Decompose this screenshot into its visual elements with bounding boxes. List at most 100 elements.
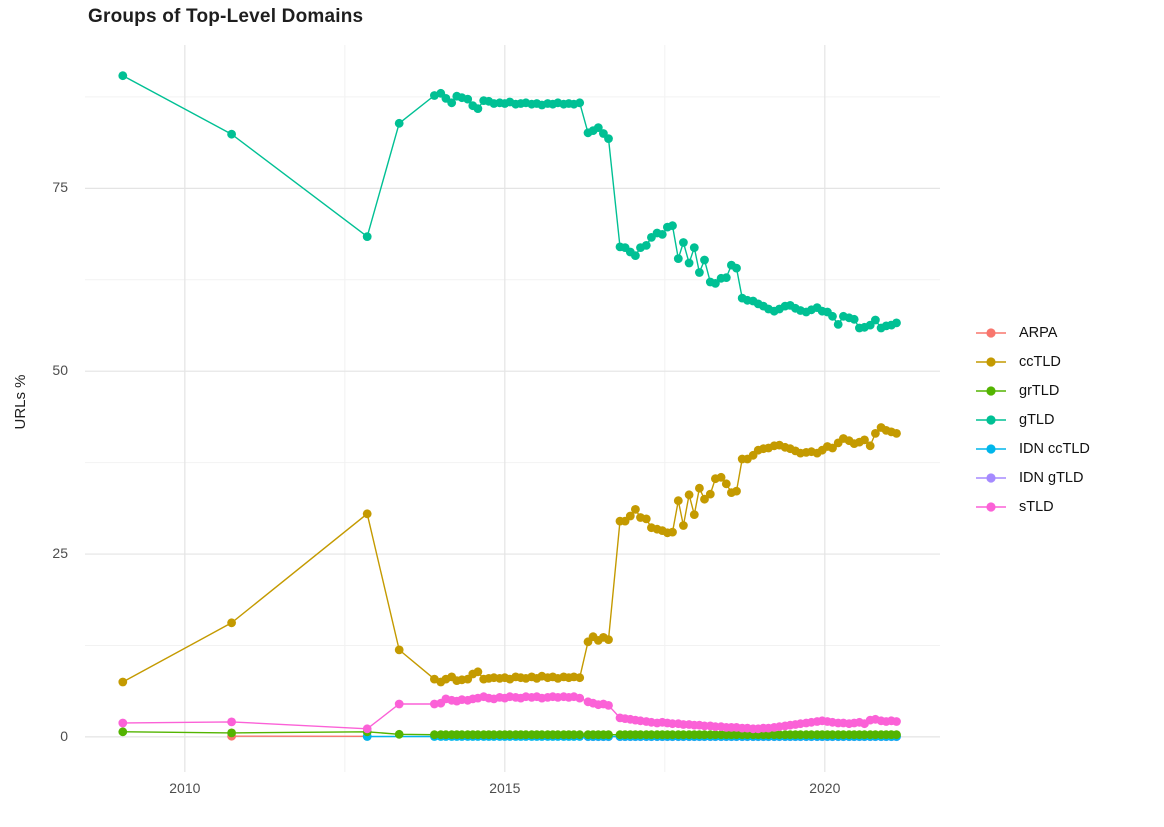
series-ccTLD [118,423,901,687]
data-point [473,104,483,113]
data-point [828,443,837,453]
data-point [684,490,694,500]
data-point [463,94,473,104]
series-grTLD [118,727,901,740]
data-point [695,483,704,493]
data-point [631,251,640,260]
data-point [673,496,683,506]
legend-item-label: grTLD [1019,382,1060,399]
legend-key-icon [976,501,1006,512]
data-point [118,677,128,687]
legend-item: ARPA [976,318,1090,347]
legend-item: grTLD [976,376,1090,405]
series-sTLD [118,692,901,734]
data-point [227,717,237,727]
data-point [732,486,741,496]
data-point [362,724,372,734]
legend-item: gTLD [976,405,1090,434]
legend-item: IDN ccTLD [976,434,1090,463]
data-point [668,221,677,231]
data-point [447,98,457,108]
data-point [695,268,704,277]
data-point [871,315,880,325]
data-point [689,510,699,519]
data-point [394,729,404,739]
data-point [860,435,869,445]
data-point [575,730,585,740]
legend-key-icon [976,385,1006,396]
data-point [833,320,843,329]
data-point [604,701,613,710]
series-line [122,426,897,683]
legend-item: sTLD [976,492,1090,521]
y-tick-label: 0 [60,727,68,744]
data-point [705,489,715,499]
data-point [679,521,688,530]
data-point [700,494,709,504]
data-point [721,273,731,282]
legend-item-label: sTLD [1019,498,1054,515]
y-tick-label: 25 [52,545,68,562]
data-point [394,699,404,709]
data-point [641,514,651,524]
data-point [689,243,699,253]
data-point [227,728,237,738]
data-point [684,258,694,268]
legend-key-icon [976,472,1006,483]
legend-item-label: gTLD [1019,411,1055,428]
data-point [625,511,635,521]
data-point [657,230,667,239]
legend-item: IDN gTLD [976,463,1090,492]
data-point [871,429,880,438]
data-point [828,311,837,321]
legend-item-label: IDN ccTLD [1019,440,1090,457]
data-point [892,429,901,438]
data-point [892,717,901,726]
data-point [362,232,372,242]
legend-item-label: ARPA [1019,324,1058,341]
data-point [394,118,404,128]
data-point [849,314,859,324]
data-point [227,618,237,628]
data-point [227,129,237,139]
data-point [394,645,404,655]
data-point [118,727,128,737]
data-point [700,255,709,265]
data-point [865,441,875,451]
y-tick-label: 50 [52,362,68,379]
legend-key-icon [976,443,1006,454]
data-point [641,241,651,250]
data-point [892,730,901,740]
legend-key-icon [976,327,1006,338]
x-tick-label: 2015 [489,780,521,796]
series-line [122,75,897,329]
chart-title: Groups of Top-Level Domains [88,6,364,27]
data-point [430,730,439,740]
series-gTLD [118,71,901,333]
data-point [892,318,901,328]
data-point [732,263,741,273]
data-point [679,238,688,247]
data-point [604,730,613,740]
data-point [631,505,640,514]
data-point [604,134,613,144]
data-point [575,98,585,108]
data-point [430,699,439,709]
legend: ARPA ccTLD grTLD gTLD IDN ccTLD IDN gTLD sTLD [976,318,1090,521]
data-point [473,667,483,677]
legend-item-label: IDN gTLD [1019,469,1084,486]
legend-item: ccTLD [976,347,1090,376]
data-point [668,527,677,537]
legend-key-icon [976,414,1006,425]
data-point [118,71,128,81]
data-point [362,509,372,519]
x-tick-label: 2020 [809,780,841,796]
data-point [575,673,585,683]
data-point [716,472,726,482]
data-point [593,123,603,132]
data-point [575,693,585,703]
data-point [711,279,720,288]
data-point [673,254,683,263]
